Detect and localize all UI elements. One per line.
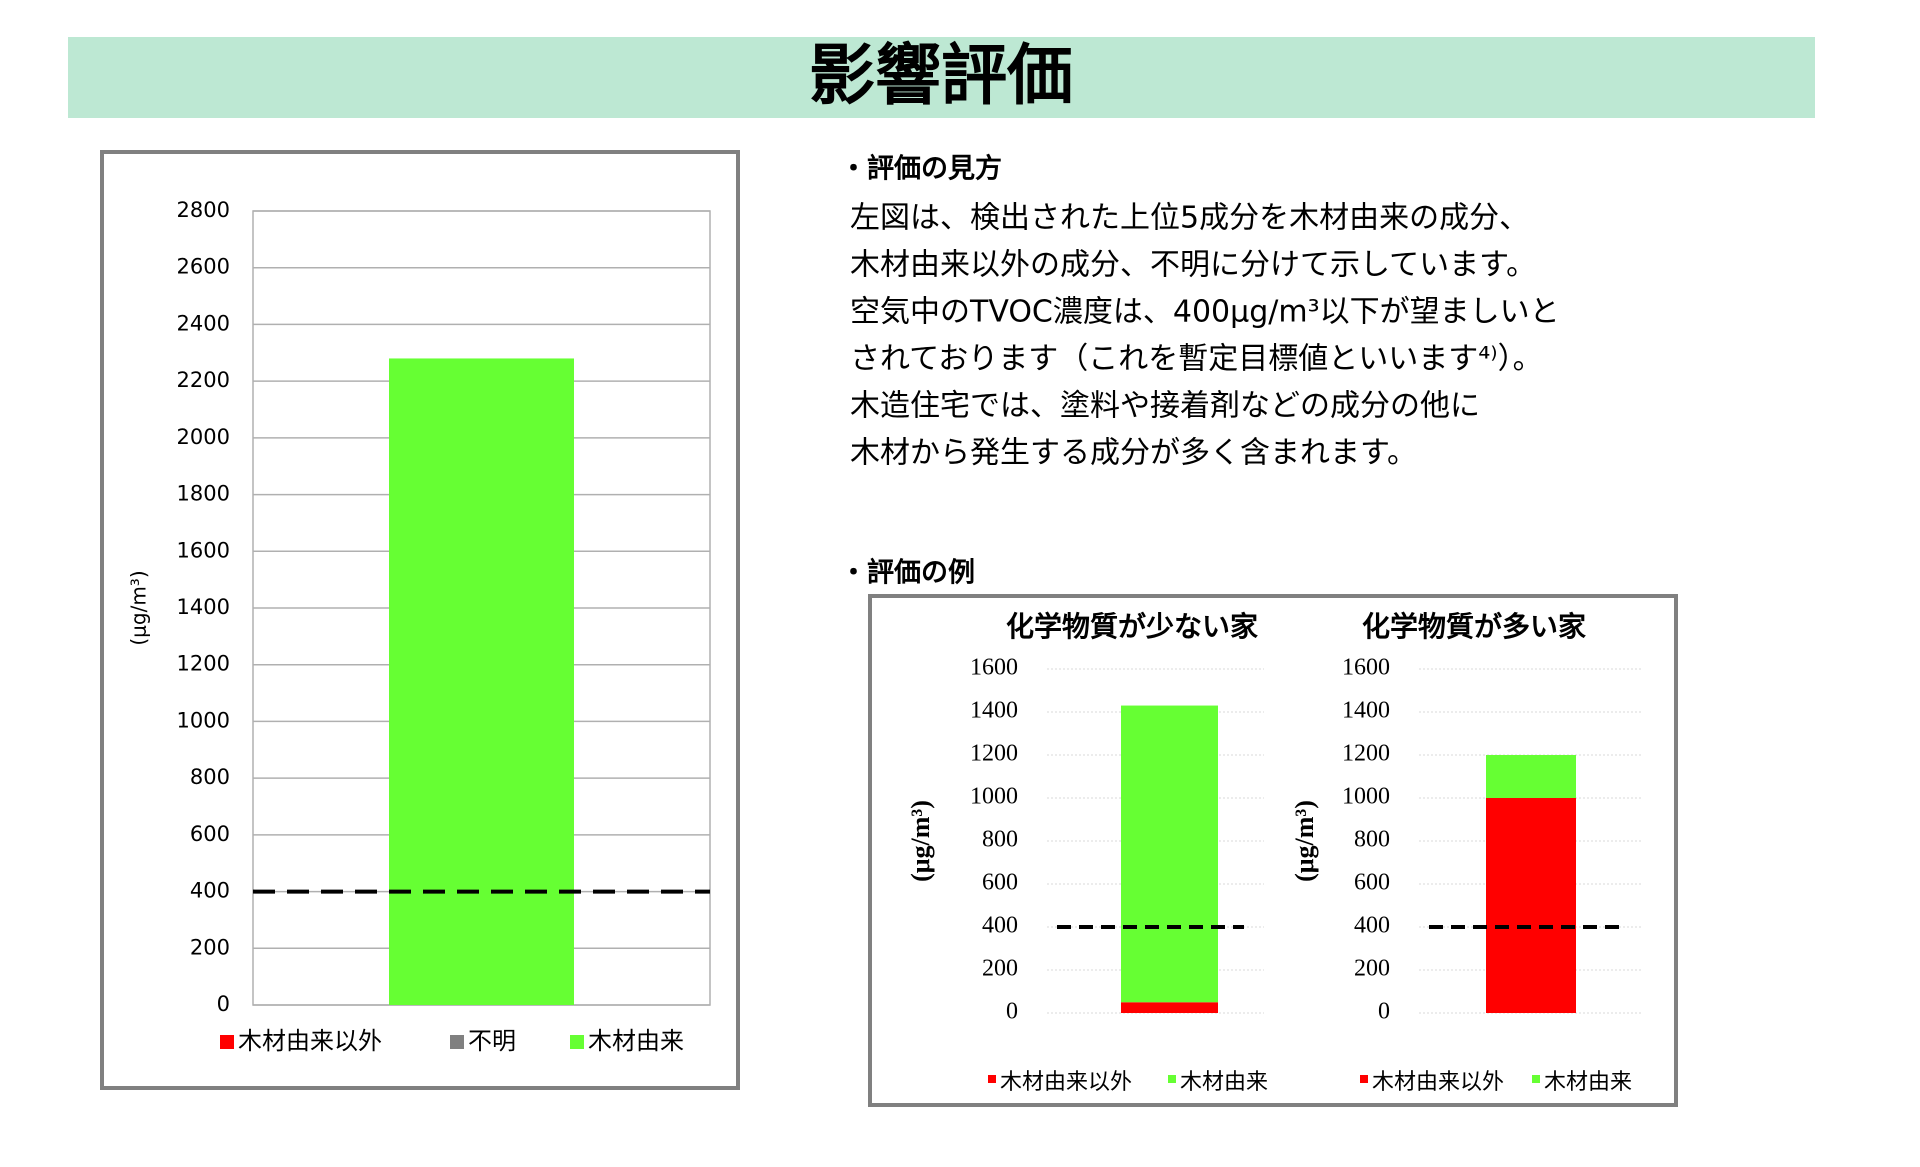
y-tick-label: 1200 (970, 741, 1018, 767)
legend-swatch (570, 1035, 584, 1049)
y-axis-label: (μg/m³) (906, 800, 935, 882)
y-tick-label: 600 (982, 870, 1018, 896)
legend-label: 木材由来以外 (1372, 1070, 1504, 1095)
y-tick-label: 0 (1378, 999, 1390, 1025)
bar-segment (1121, 1002, 1218, 1013)
y-tick-label: 1000 (177, 708, 230, 732)
y-tick-label: 2600 (177, 255, 230, 279)
body-line: されております（これを暫定目標値といいます⁴⁾）。 (850, 342, 1543, 377)
y-tick-label: 200 (190, 935, 230, 959)
slide-title: 影響評価 (809, 37, 1073, 114)
y-tick-label: 800 (190, 765, 230, 789)
y-axis-label: (μg/m³) (127, 570, 151, 645)
y-tick-label: 400 (982, 913, 1018, 939)
y-tick-label: 800 (982, 827, 1018, 853)
bar-segment (1486, 798, 1576, 1013)
bar-segment (389, 358, 574, 1005)
chart-title: 化学物質が多い家 (1362, 610, 1586, 643)
section-heading: ・評価の見方 (840, 153, 1002, 185)
legend-label: 木材由来以外 (238, 1027, 382, 1055)
chart-title: 化学物質が少ない家 (1006, 610, 1258, 643)
y-tick-label: 2200 (177, 368, 230, 392)
y-tick-label: 1400 (177, 595, 230, 619)
y-tick-label: 600 (190, 822, 230, 846)
chart-frame (100, 150, 740, 1090)
bar-segment (1486, 755, 1576, 798)
y-tick-label: 400 (190, 879, 230, 903)
y-tick-label: 1600 (970, 655, 1018, 681)
y-tick-label: 1200 (1342, 741, 1390, 767)
legend-swatch (1168, 1075, 1176, 1083)
y-tick-label: 2000 (177, 425, 230, 449)
y-tick-label: 1200 (177, 652, 230, 676)
y-tick-label: 1600 (1342, 655, 1390, 681)
body-line: 木材から発生する成分が多く含まれます。 (850, 436, 1417, 471)
y-tick-label: 1000 (1342, 784, 1390, 810)
y-tick-label: 0 (1006, 999, 1018, 1025)
body-line: 左図は、検出された上位5成分を木材由来の成分、 (850, 201, 1529, 236)
legend-label: 木材由来 (1180, 1070, 1268, 1095)
y-tick-label: 200 (982, 956, 1018, 982)
y-tick-label: 2400 (177, 311, 230, 335)
body-line: 木造住宅では、塗料や接着剤などの成分の他に (850, 389, 1480, 424)
bar-segment (1121, 705, 1218, 1003)
header-band (68, 37, 1815, 118)
legend-swatch (450, 1035, 464, 1049)
example-frame (868, 594, 1678, 1107)
y-tick-label: 800 (1354, 827, 1390, 853)
legend-label: 木材由来以外 (1000, 1070, 1132, 1095)
y-tick-label: 200 (1354, 956, 1390, 982)
y-tick-label: 1000 (970, 784, 1018, 810)
y-tick-label: 0 (217, 992, 230, 1016)
legend-swatch (988, 1075, 996, 1083)
y-tick-label: 2800 (177, 198, 230, 222)
y-axis-label: (μg/m³) (1290, 800, 1319, 882)
y-tick-label: 1800 (177, 482, 230, 506)
legend-label: 木材由来 (1544, 1070, 1632, 1095)
body-line: 空気中のTVOC濃度は、400μg/m³以下が望ましいと (850, 295, 1560, 330)
legend-swatch (220, 1035, 234, 1049)
legend-swatch (1532, 1075, 1540, 1083)
y-tick-label: 600 (1354, 870, 1390, 896)
y-tick-label: 1600 (177, 538, 230, 562)
legend-swatch (1360, 1075, 1368, 1083)
y-tick-label: 1400 (970, 698, 1018, 724)
y-tick-label: 400 (1354, 913, 1390, 939)
legend-label: 不明 (468, 1027, 516, 1055)
y-tick-label: 1400 (1342, 698, 1390, 724)
legend-label: 木材由来 (588, 1027, 684, 1055)
body-line: 木材由来以外の成分、不明に分けて示しています。 (850, 248, 1536, 283)
section-heading: ・評価の例 (840, 557, 975, 589)
